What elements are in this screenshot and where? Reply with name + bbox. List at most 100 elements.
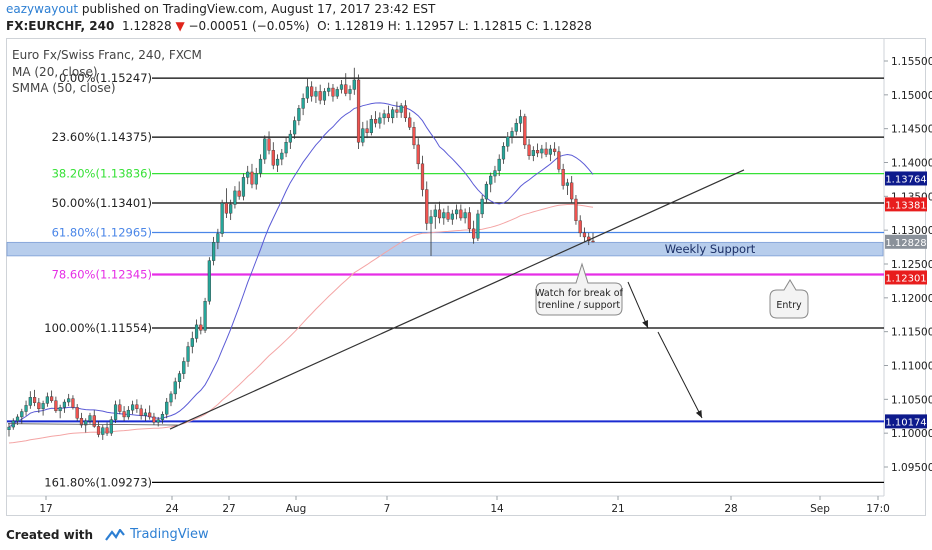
candle[interactable] xyxy=(378,112,382,129)
candle[interactable] xyxy=(241,173,246,201)
candle[interactable] xyxy=(476,209,480,241)
tradingview-logo[interactable]: TradingView xyxy=(105,527,209,542)
candle[interactable] xyxy=(425,181,429,231)
candle[interactable] xyxy=(216,228,220,250)
candle[interactable] xyxy=(101,425,105,440)
candle[interactable] xyxy=(523,113,527,149)
candle[interactable] xyxy=(20,408,24,424)
candle[interactable] xyxy=(548,144,552,162)
candle[interactable] xyxy=(420,155,425,197)
candle[interactable] xyxy=(480,194,484,218)
candle[interactable] xyxy=(41,400,45,416)
candle[interactable] xyxy=(169,391,173,407)
candle[interactable] xyxy=(271,142,275,170)
candle[interactable] xyxy=(135,399,139,413)
candle[interactable] xyxy=(143,408,148,421)
candle[interactable] xyxy=(229,199,233,221)
candle[interactable] xyxy=(578,215,582,237)
candle[interactable] xyxy=(373,111,378,128)
author-link[interactable]: eazywayout xyxy=(6,2,79,16)
candle[interactable] xyxy=(186,341,190,367)
candle[interactable] xyxy=(450,209,454,225)
candle[interactable] xyxy=(113,400,118,424)
candle[interactable] xyxy=(301,93,305,116)
candle[interactable] xyxy=(506,132,510,152)
candle[interactable] xyxy=(177,370,182,389)
candle[interactable] xyxy=(199,316,203,335)
candle[interactable] xyxy=(433,204,437,229)
candle[interactable] xyxy=(122,406,126,421)
candle[interactable] xyxy=(335,86,339,99)
candle[interactable] xyxy=(416,138,420,170)
candle[interactable] xyxy=(207,257,211,305)
candle[interactable] xyxy=(45,392,49,407)
candle[interactable] xyxy=(361,121,365,147)
candle[interactable] xyxy=(139,404,143,420)
candle[interactable] xyxy=(386,105,390,122)
projection-arrow-2[interactable] xyxy=(657,331,703,419)
candle[interactable] xyxy=(165,397,169,419)
candle[interactable] xyxy=(28,391,32,409)
candle[interactable] xyxy=(531,146,535,162)
candle[interactable] xyxy=(173,377,177,400)
candle[interactable] xyxy=(7,423,11,437)
candle[interactable] xyxy=(472,220,476,244)
candle[interactable] xyxy=(429,209,433,256)
candle[interactable] xyxy=(293,116,297,139)
candle[interactable] xyxy=(322,88,327,105)
candle[interactable] xyxy=(254,167,258,190)
candle[interactable] xyxy=(348,85,352,101)
candle[interactable] xyxy=(131,400,135,415)
candle[interactable] xyxy=(570,176,574,204)
candle[interactable] xyxy=(553,142,557,156)
candle[interactable] xyxy=(535,143,540,158)
projection-arrow-1[interactable] xyxy=(627,281,649,329)
candle[interactable] xyxy=(160,411,165,424)
candle[interactable] xyxy=(212,236,216,266)
candle[interactable] xyxy=(305,77,309,103)
candle[interactable] xyxy=(574,194,578,225)
candle[interactable] xyxy=(403,100,408,122)
candle[interactable] xyxy=(514,118,518,136)
candle[interactable] xyxy=(527,138,531,160)
candle[interactable] xyxy=(565,178,570,195)
candle[interactable] xyxy=(437,201,442,224)
candle[interactable] xyxy=(32,389,37,407)
candle[interactable] xyxy=(15,414,20,426)
entry-callout[interactable] xyxy=(769,279,809,319)
candle[interactable] xyxy=(67,393,71,407)
candle[interactable] xyxy=(459,204,463,221)
candle[interactable] xyxy=(489,172,493,193)
candle[interactable] xyxy=(412,121,416,149)
candle[interactable] xyxy=(118,399,122,415)
candle[interactable] xyxy=(233,186,237,209)
candle[interactable] xyxy=(37,397,41,413)
candle[interactable] xyxy=(582,227,587,243)
candle[interactable] xyxy=(497,154,501,177)
legend-ma[interactable]: MA (20, close) xyxy=(12,65,98,79)
candle[interactable] xyxy=(314,86,318,103)
candle[interactable] xyxy=(220,199,224,237)
candle[interactable] xyxy=(284,136,288,158)
candle[interactable] xyxy=(493,165,497,183)
candle[interactable] xyxy=(92,410,96,428)
candle[interactable] xyxy=(467,207,471,233)
candle[interactable] xyxy=(58,404,62,419)
candle[interactable] xyxy=(352,67,356,95)
candle[interactable] xyxy=(518,109,523,133)
candle[interactable] xyxy=(71,395,75,410)
candle[interactable] xyxy=(344,73,348,97)
candle[interactable] xyxy=(109,416,113,436)
candle[interactable] xyxy=(331,84,335,102)
candle[interactable] xyxy=(275,154,280,172)
candle[interactable] xyxy=(84,418,88,433)
candle[interactable] xyxy=(224,188,229,218)
candle[interactable] xyxy=(395,101,399,118)
candle[interactable] xyxy=(510,127,514,144)
candle[interactable] xyxy=(50,390,54,403)
candle[interactable] xyxy=(382,109,386,125)
candle[interactable] xyxy=(408,112,412,131)
candle[interactable] xyxy=(79,412,84,428)
candle[interactable] xyxy=(318,84,322,105)
